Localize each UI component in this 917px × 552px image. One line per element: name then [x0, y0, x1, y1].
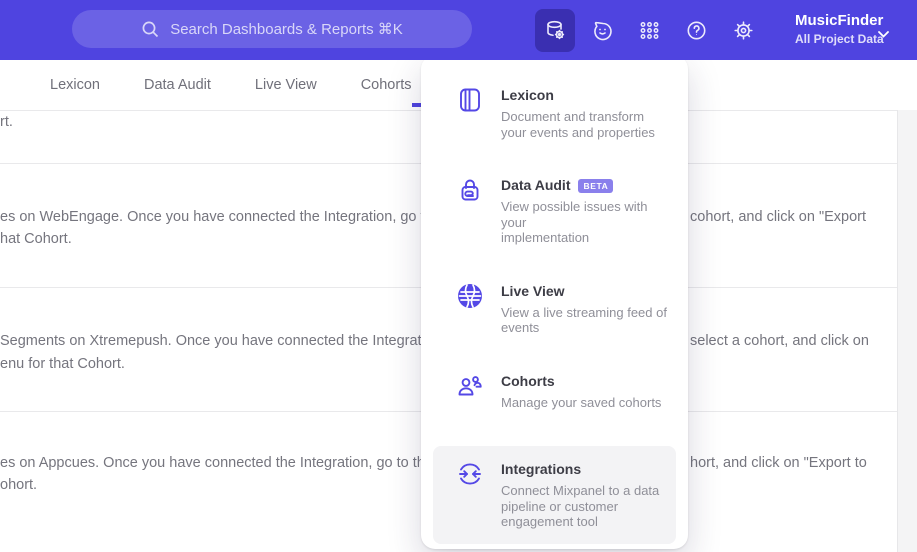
apps-grid-button[interactable] [629, 9, 669, 52]
menu-item-text: Integrations Connect Mixpanel to a data … [501, 460, 659, 530]
gear-icon [732, 19, 755, 42]
row-text: enu for that Cohort. [0, 356, 125, 372]
settings-button[interactable] [723, 9, 763, 52]
users-icon [456, 372, 484, 400]
search-input[interactable]: Search Dashboards & Reports ⌘K [72, 10, 472, 48]
globe-icon [456, 282, 484, 310]
project-selector[interactable]: MusicFinder All Project Data [795, 11, 884, 47]
grid-dots-icon [638, 19, 661, 42]
row-text: hort, and click on "Export to [690, 455, 867, 471]
tab-data-audit[interactable]: Data Audit [143, 77, 211, 93]
database-gear-icon [544, 19, 567, 42]
tab-cohorts[interactable]: Cohorts [360, 77, 412, 93]
row-text: rt. [0, 114, 13, 130]
menu-item-cohorts[interactable]: Cohorts Manage your saved cohorts [433, 372, 676, 411]
search-icon [141, 20, 160, 39]
book-icon [456, 86, 484, 114]
project-subtitle: All Project Data [795, 32, 884, 46]
data-management-button[interactable] [535, 8, 575, 52]
row-text: cohort, and click on "Export [690, 209, 867, 225]
menu-item-live-view[interactable]: Live View View a live streaming feed of … [433, 282, 676, 336]
menu-item-title: Live View [501, 282, 565, 299]
row-text: Segments on Xtremepush. Once you have co… [0, 333, 445, 349]
audit-seal-icon [456, 176, 484, 204]
menu-item-text: Lexicon Document and transform your even… [501, 86, 655, 140]
menu-item-lexicon[interactable]: Lexicon Document and transform your even… [433, 86, 676, 140]
chat-face-icon [591, 19, 614, 42]
menu-item-integrations[interactable]: Integrations Connect Mixpanel to a data … [433, 446, 676, 544]
tab-lexicon[interactable]: Lexicon [50, 77, 100, 93]
top-nav-bar: Search Dashboards & Reports ⌘K [0, 0, 917, 60]
content-row: Segments on Xtremepush. Once you have co… [0, 287, 897, 411]
menu-item-description: View possible issues with your implement… [501, 199, 648, 245]
menu-item-text: Cohorts Manage your saved cohorts [501, 372, 661, 411]
question-circle-icon [685, 19, 708, 42]
menu-item-text: Live View View a live streaming feed of … [501, 282, 667, 336]
row-text: hat Cohort. [0, 231, 72, 247]
menu-item-description: View a live streaming feed of events [501, 304, 667, 336]
menu-item-title: Integrations [501, 461, 582, 477]
help-button[interactable] [676, 9, 716, 52]
header-icon-group [535, 8, 770, 52]
row-text: es on WebEngage. Once you have connected… [0, 209, 457, 225]
feedback-button[interactable] [582, 9, 622, 52]
menu-item-title: Lexicon [501, 87, 554, 103]
search-placeholder: Search Dashboards & Reports ⌘K [170, 21, 403, 38]
chevron-down-icon[interactable] [878, 25, 889, 43]
menu-item-title: Data Audit BETA [501, 176, 668, 195]
row-text: ohort. [0, 477, 38, 493]
menu-item-title: Cohorts [501, 372, 555, 389]
menu-item-description: Document and transform your events and p… [501, 109, 655, 140]
sync-arrows-icon [456, 460, 484, 488]
menu-item-description: Manage your saved cohorts [501, 394, 662, 410]
scrollbar-gutter[interactable] [897, 110, 917, 552]
tab-live-view[interactable]: Live View [254, 77, 317, 93]
menu-item-description: Connect Mixpanel to a data pipeline or c… [501, 483, 660, 529]
menu-item-text: Data Audit BETA View possible issues wit… [501, 176, 668, 246]
active-tab-indicator [412, 103, 422, 107]
data-management-dropdown: Lexicon Document and transform your even… [421, 55, 688, 549]
row-text: select a cohort, and click on [690, 333, 869, 349]
beta-badge: BETA [578, 178, 614, 193]
row-text: es on Appcues. Once you have connected t… [0, 455, 449, 471]
menu-item-data-audit[interactable]: Data Audit BETA View possible issues wit… [433, 176, 676, 246]
project-name: MusicFinder [795, 12, 884, 29]
